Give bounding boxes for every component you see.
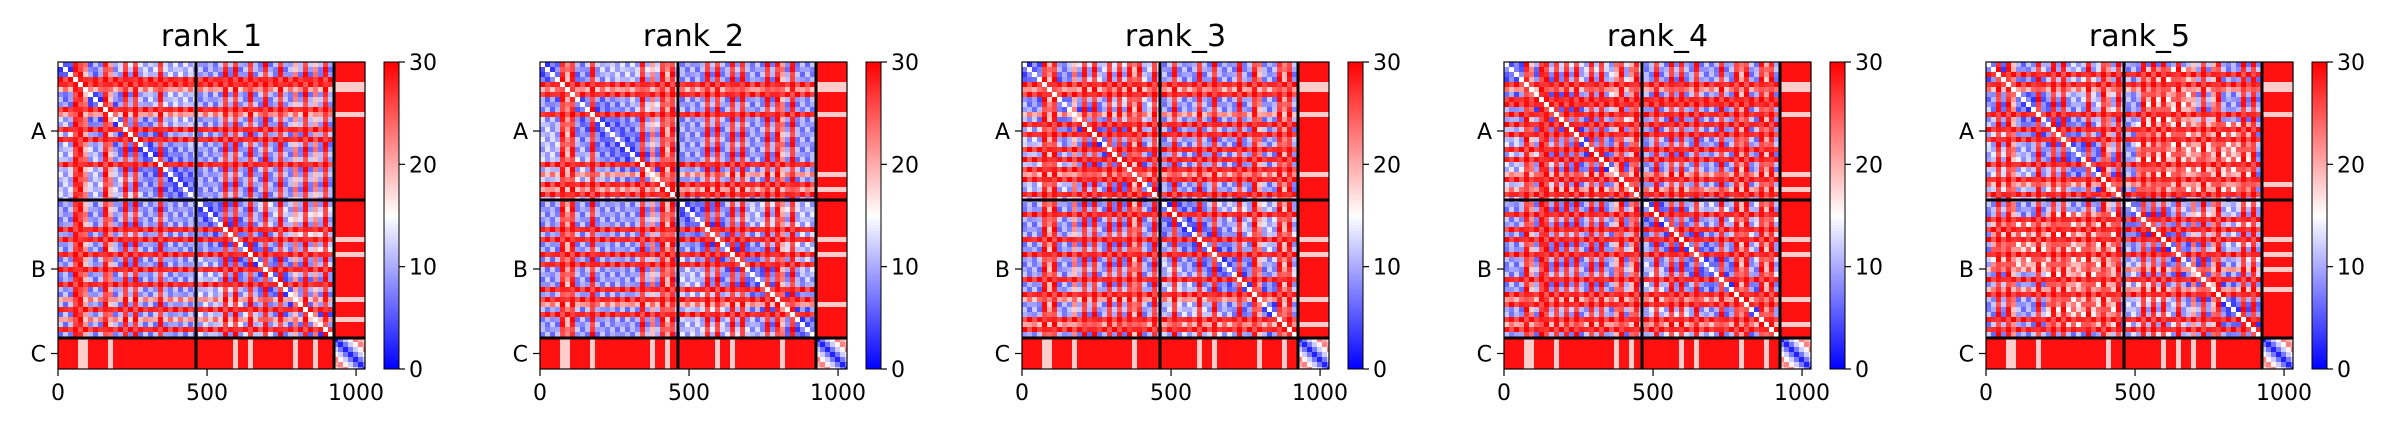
heatmap-cells: [1022, 62, 1332, 372]
heatmap-cells: [1986, 62, 2296, 372]
colorbar-tick-label: 10: [409, 256, 437, 281]
colorbar-tick-label: 30: [2337, 51, 2365, 76]
colorbar-tick-label: 10: [1373, 256, 1401, 281]
y-tick-label: A: [513, 120, 528, 145]
x-tick-label: 0: [1015, 381, 1029, 406]
colorbar-tick-label: 0: [891, 358, 905, 383]
x-tick-label: 500: [2114, 381, 2156, 406]
y-tick-label: C: [31, 343, 46, 368]
colorbar: 0 10 20 30: [1830, 51, 1883, 383]
colorbar-tick-label: 20: [409, 153, 437, 178]
panel-title: rank_5: [2089, 19, 2190, 54]
y-tick-label: A: [1477, 120, 1492, 145]
colorbar-tick-label: 30: [409, 51, 437, 76]
panel-title: rank_3: [1125, 19, 1226, 54]
colorbar: 0 10 20 30: [2312, 51, 2365, 383]
colorbar-tick-label: 0: [1855, 358, 1869, 383]
colorbar-tick-label: 10: [891, 256, 919, 281]
colorbar-tick-label: 10: [1855, 256, 1883, 281]
colorbar-tick-label: 20: [891, 153, 919, 178]
y-tick-label: C: [1477, 343, 1492, 368]
colorbar-tick-label: 20: [1855, 153, 1883, 178]
x-tick-label: 1000: [2256, 381, 2312, 406]
x-tick-label: 1000: [810, 381, 866, 406]
colorbar: 0 10 20 30: [1348, 51, 1401, 383]
heatmap-cells: [540, 62, 850, 372]
x-tick-label: 0: [1979, 381, 1993, 406]
x-tick-label: 1000: [328, 381, 384, 406]
heatmap-cells: [58, 62, 368, 372]
colorbar-tick-label: 10: [2337, 256, 2365, 281]
x-tick-label: 500: [1632, 381, 1674, 406]
y-tick-label: C: [995, 343, 1010, 368]
panel-title: rank_2: [643, 19, 744, 54]
colorbar: 0 10 20 30: [384, 51, 437, 383]
colorbar-tick-label: 30: [1373, 51, 1401, 76]
y-tick-label: B: [1477, 258, 1492, 283]
y-tick-label: B: [31, 258, 46, 283]
heatmap-cells: [1504, 62, 1814, 372]
y-tick-label: B: [1959, 258, 1974, 283]
colorbar-tick-label: 0: [1373, 358, 1387, 383]
colorbar-tick-label: 20: [2337, 153, 2365, 178]
x-tick-label: 500: [186, 381, 228, 406]
colorbar: 0 10 20 30: [866, 51, 919, 383]
panel-title: rank_1: [161, 19, 262, 54]
y-tick-label: C: [1959, 343, 1974, 368]
x-tick-label: 1000: [1774, 381, 1830, 406]
y-tick-label: B: [513, 258, 528, 283]
colorbar-tick-label: 0: [409, 358, 423, 383]
x-tick-label: 0: [1497, 381, 1511, 406]
y-tick-label: A: [995, 120, 1010, 145]
x-tick-label: 0: [533, 381, 547, 406]
y-tick-label: A: [31, 120, 46, 145]
y-tick-label: B: [995, 258, 1010, 283]
colorbar-tick-label: 0: [2337, 358, 2351, 383]
x-tick-label: 0: [51, 381, 65, 406]
y-tick-label: C: [513, 343, 528, 368]
x-tick-label: 1000: [1292, 381, 1348, 406]
x-tick-label: 500: [1150, 381, 1192, 406]
y-tick-label: A: [1959, 120, 1974, 145]
colorbar-tick-label: 30: [1855, 51, 1883, 76]
colorbar-tick-label: 30: [891, 51, 919, 76]
colorbar-tick-label: 20: [1373, 153, 1401, 178]
x-tick-label: 500: [668, 381, 710, 406]
panel-title: rank_4: [1607, 19, 1708, 54]
